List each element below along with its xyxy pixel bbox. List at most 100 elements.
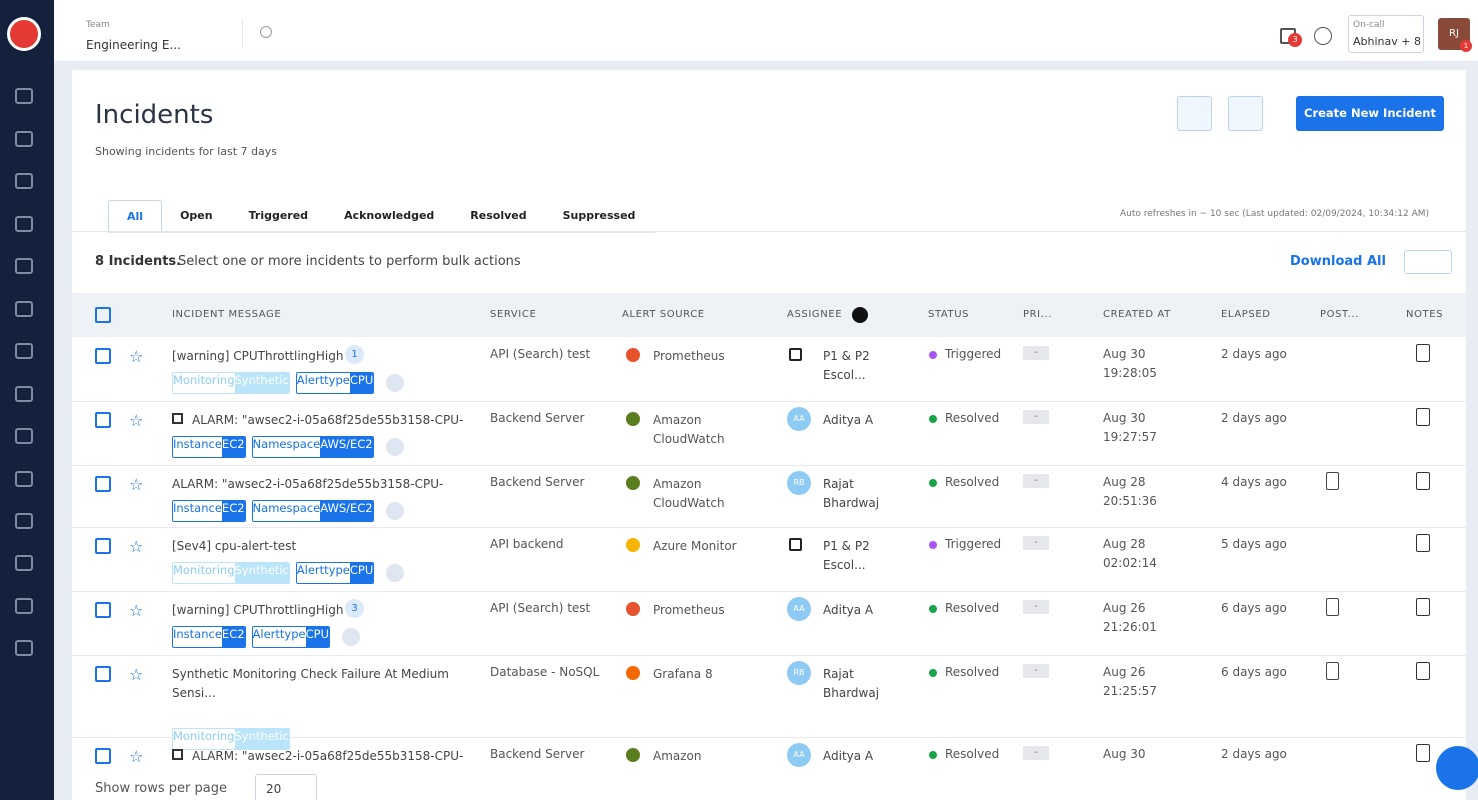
- tag[interactable]: Monitoring Synthetic: [172, 562, 290, 584]
- notes-icon[interactable]: [1416, 408, 1430, 426]
- status-dot: [929, 751, 937, 759]
- more-tags[interactable]: [385, 502, 404, 520]
- assignee-avatar: RB: [787, 661, 811, 685]
- nav-icon[interactable]: [15, 598, 33, 614]
- notes-icon[interactable]: [1416, 662, 1430, 680]
- nav-icon[interactable]: [15, 640, 33, 656]
- tag-key: Namespace: [252, 437, 321, 457]
- elapsed: 2 days ago: [1221, 747, 1287, 761]
- tag[interactable]: Instance EC2: [172, 500, 246, 522]
- incident-message[interactable]: ALARM: "awsec2-i-05a68f25de55b3158-CPU-: [192, 749, 464, 763]
- tag-value: Synthetic: [234, 729, 289, 749]
- tag[interactable]: Alerttype CPU: [251, 626, 331, 648]
- postmortem-icon[interactable]: [1326, 598, 1339, 616]
- nav-icon[interactable]: [15, 471, 33, 487]
- column-header: POST...: [1320, 309, 1359, 320]
- tag-list: Monitoring Synthetic Alerttype CPU: [172, 372, 405, 394]
- nav-icon[interactable]: [15, 258, 33, 274]
- created-date: Aug 28: [1103, 537, 1146, 551]
- tab[interactable]: Suppressed: [562, 209, 636, 222]
- tag[interactable]: Namespace AWS/EC2: [251, 500, 374, 522]
- notes-icon[interactable]: [1416, 344, 1430, 362]
- more-tags[interactable]: [386, 374, 405, 392]
- escalation-icon: [789, 348, 802, 361]
- nav-icon[interactable]: [15, 555, 33, 571]
- nav-icon[interactable]: [15, 173, 33, 189]
- row-checkbox[interactable]: [95, 538, 111, 554]
- nav-icon[interactable]: [15, 216, 33, 232]
- star[interactable]: ☆: [129, 601, 144, 620]
- column-header: STATUS: [928, 309, 970, 320]
- tag[interactable]: Monitoring Synthetic: [172, 728, 290, 750]
- row-checkbox[interactable]: [95, 666, 111, 682]
- tab[interactable]: Acknowledged: [344, 209, 435, 222]
- oncall-box[interactable]: [1348, 15, 1424, 53]
- notes-icon[interactable]: [1416, 744, 1430, 762]
- incident-message[interactable]: [warning] CPUThrottlingHigh: [172, 603, 344, 617]
- column-header: ASSIGNEE: [787, 309, 843, 320]
- postmortem-icon[interactable]: [1326, 472, 1339, 490]
- row-checkbox[interactable]: [95, 476, 111, 492]
- tag[interactable]: Instance EC2: [172, 436, 246, 458]
- nav-icon[interactable]: [15, 513, 33, 529]
- source-icon: [626, 476, 640, 490]
- tab[interactable]: Triggered: [248, 209, 309, 222]
- filter-button[interactable]: [1228, 96, 1263, 131]
- tab[interactable]: Open: [180, 209, 213, 222]
- row-divider: [72, 401, 1466, 402]
- tag-value: EC2: [221, 627, 245, 647]
- row-checkbox[interactable]: [95, 602, 111, 618]
- bulk-hint: Select one or more incidents to perform …: [178, 254, 521, 269]
- column-header: ALERT SOURCE: [622, 309, 705, 320]
- incident-message[interactable]: [warning] CPUThrottlingHigh: [172, 349, 344, 363]
- nav-icon[interactable]: [15, 386, 33, 402]
- more-tags[interactable]: [342, 628, 361, 646]
- more-tags[interactable]: [385, 438, 404, 456]
- notes-icon[interactable]: [1416, 472, 1430, 490]
- incident-message[interactable]: ALARM: "awsec2-i-05a68f25de55b3158-CPU-: [192, 413, 464, 427]
- tag[interactable]: Namespace AWS/EC2: [251, 436, 374, 458]
- chat-button[interactable]: [1436, 746, 1478, 790]
- rows-per-page[interactable]: 20: [255, 774, 317, 800]
- star[interactable]: ☆: [129, 411, 144, 430]
- search-icon[interactable]: [260, 26, 272, 38]
- select-all[interactable]: [95, 307, 111, 323]
- search-button[interactable]: [1177, 96, 1212, 131]
- incident-message[interactable]: [Sev4] cpu-alert-test: [172, 539, 297, 553]
- postmortem-icon[interactable]: [1326, 662, 1339, 680]
- star[interactable]: ☆: [129, 747, 144, 766]
- nav-icon[interactable]: [15, 343, 33, 359]
- alert-source: Amazon CloudWatch: [653, 413, 725, 446]
- tab[interactable]: Resolved: [470, 209, 527, 222]
- created-time: 21:26:01: [1103, 620, 1157, 634]
- star[interactable]: ☆: [129, 475, 144, 494]
- alert-source: Amazon: [653, 749, 702, 763]
- team-name[interactable]: Engineering E...: [86, 38, 181, 52]
- tag[interactable]: Alerttype CPU: [295, 562, 375, 584]
- logo[interactable]: [7, 17, 41, 51]
- create-button[interactable]: Create New Incident: [1296, 96, 1444, 131]
- row-checkbox[interactable]: [95, 748, 111, 764]
- tag[interactable]: Alerttype CPU: [295, 372, 375, 394]
- download-all[interactable]: Download All: [1290, 254, 1386, 269]
- star[interactable]: ☆: [129, 347, 144, 366]
- incident-message[interactable]: ALARM: "awsec2-i-05a68f25de55b3158-CPU-: [172, 477, 444, 491]
- nav-icon[interactable]: [15, 88, 33, 104]
- nav-icon[interactable]: [15, 301, 33, 317]
- star[interactable]: ☆: [129, 665, 144, 684]
- incident-message[interactable]: Synthetic Monitoring Check Failure At Me…: [172, 667, 449, 700]
- help-icon[interactable]: [1314, 27, 1332, 45]
- notes-icon[interactable]: [1416, 534, 1430, 552]
- gift-badge: 3: [1288, 33, 1302, 47]
- notes-icon[interactable]: [1416, 598, 1430, 616]
- tag[interactable]: Monitoring Synthetic: [172, 372, 290, 394]
- row-checkbox[interactable]: [95, 412, 111, 428]
- created-date: Aug 28: [1103, 475, 1146, 489]
- row-checkbox[interactable]: [95, 348, 111, 364]
- star[interactable]: ☆: [129, 537, 144, 556]
- tag[interactable]: Instance EC2: [172, 626, 246, 648]
- view-toggle[interactable]: [1404, 250, 1452, 274]
- nav-icon[interactable]: [15, 428, 33, 444]
- more-tags[interactable]: [386, 564, 405, 582]
- nav-icon[interactable]: [15, 131, 33, 147]
